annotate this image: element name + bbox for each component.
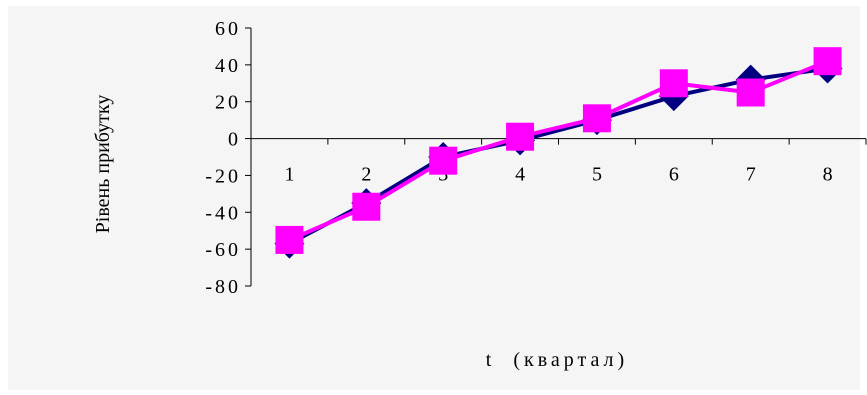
series-2-point (506, 122, 535, 151)
series-2-point (352, 192, 381, 221)
y-tick-label: -60 (205, 239, 241, 261)
series-2-point (736, 78, 765, 107)
x-tick-label: 7 (746, 164, 756, 186)
chart-area (8, 6, 860, 390)
y-tick-label: 0 (228, 129, 241, 151)
y-tick-label: -80 (205, 276, 241, 298)
y-tick-label: -20 (205, 165, 241, 187)
x-tick-label: 6 (669, 164, 679, 186)
y-tick-label: 20 (215, 92, 241, 114)
y-axis-title: Рівень прибутку (92, 95, 114, 234)
series-2-point (813, 47, 842, 76)
series-2-point (659, 69, 688, 98)
x-tick-label: 1 (284, 164, 294, 186)
x-tick-label: 5 (592, 164, 602, 186)
series-2-point (429, 146, 458, 175)
series-2-point (275, 225, 304, 254)
series-2-point (582, 104, 611, 133)
series-layer (274, 47, 843, 259)
x-axis-title: t (квартал) (486, 349, 628, 371)
y-tick-label: 40 (215, 55, 241, 77)
y-tick-label: -40 (205, 202, 241, 224)
x-tick-label: 2 (361, 164, 371, 186)
y-axis: 60 40 20 0 -20 -40 -60 -80 (205, 18, 252, 298)
x-axis: 12345678 (250, 138, 867, 186)
y-tick-label: 60 (215, 18, 241, 40)
x-tick-label: 4 (515, 164, 525, 186)
x-tick-label: 8 (823, 164, 833, 186)
